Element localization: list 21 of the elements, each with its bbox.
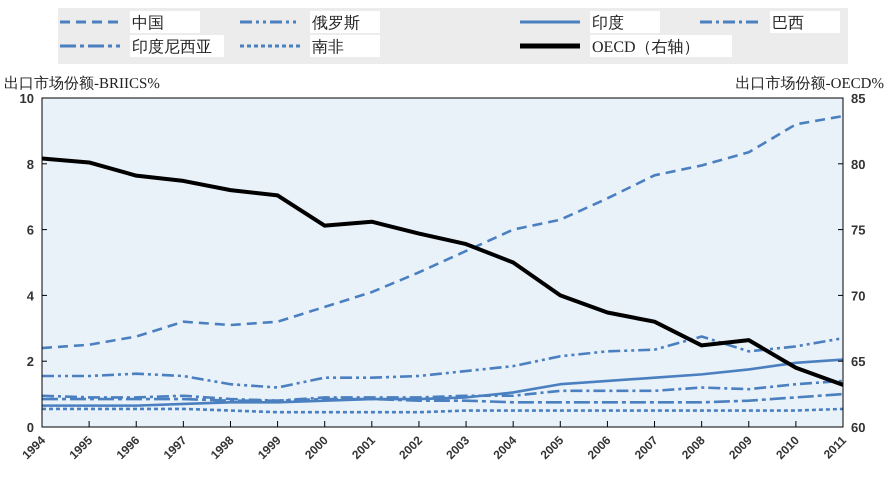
- legend-label: OECD（右轴）: [592, 38, 700, 56]
- y-tick-label: 8: [26, 156, 34, 172]
- y-axis-title: 出口市场份额-BRIICS%: [4, 75, 160, 92]
- y-tick-label: 6: [26, 222, 34, 238]
- y2-tick-label: 80: [851, 156, 866, 172]
- y-tick-label: 4: [26, 288, 35, 304]
- legend-label: 中国: [132, 14, 164, 32]
- y-tick-label: 0: [26, 420, 34, 435]
- legend-label: 印度: [592, 14, 624, 32]
- y-tick-label: 2: [26, 354, 34, 370]
- y2-tick-label: 60: [851, 420, 866, 435]
- y2-tick-label: 70: [851, 288, 866, 304]
- legend-label: 巴西: [772, 15, 804, 32]
- y2-axis-title: 出口市场份额-OECD%: [736, 75, 884, 92]
- y2-tick-label: 75: [851, 222, 866, 238]
- legend-label: 俄罗斯: [312, 14, 360, 32]
- y2-tick-label: 85: [851, 91, 866, 106]
- legend-label: 南非: [312, 38, 344, 56]
- y2-tick-label: 65: [851, 354, 866, 370]
- y-tick-label: 10: [20, 91, 34, 106]
- legend-label: 印度尼西亚: [132, 38, 212, 56]
